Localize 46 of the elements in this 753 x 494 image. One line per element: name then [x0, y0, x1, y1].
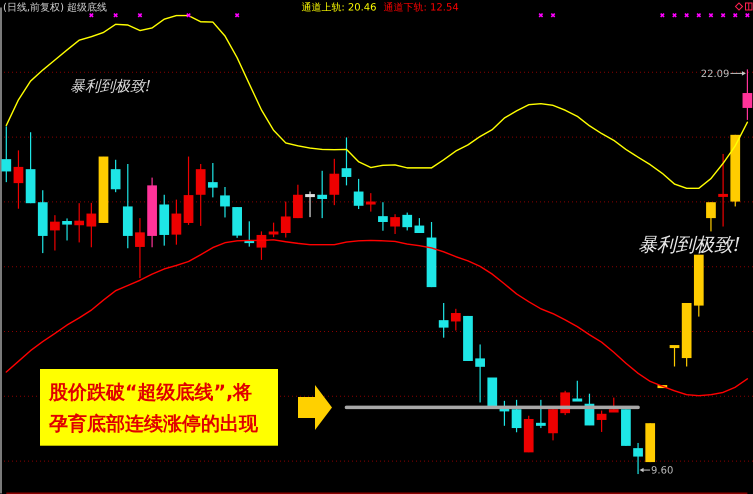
candlestick [670, 345, 680, 368]
candlestick [718, 153, 728, 228]
annotation: 股价跌破“超级底线”,将孕育底部连续涨停的出现 [48, 382, 259, 435]
candlestick [342, 136, 352, 186]
candlestick [706, 202, 716, 232]
candlestick [572, 380, 582, 402]
chart-title: (日线,前复权) 超级底线 [3, 2, 108, 14]
candlestick [438, 302, 449, 338]
annotation: 22.09 [700, 68, 730, 80]
candlestick [329, 158, 340, 206]
annotation: 暴利到极致! [638, 234, 741, 256]
candlestick [536, 399, 546, 429]
candlestick [512, 399, 522, 433]
candlestick [62, 218, 72, 242]
candlestick [256, 230, 266, 260]
candlestick [172, 199, 182, 246]
candlestick [268, 222, 278, 238]
candlestick [110, 159, 120, 193]
annotation: 暴利到极致! [70, 77, 152, 95]
candlestick [135, 218, 145, 279]
annotation: 9.60 [651, 466, 674, 477]
candlestick [86, 202, 96, 248]
candlestick [74, 202, 84, 243]
candlestick [378, 202, 388, 232]
candlestick [354, 178, 364, 210]
candlestick [402, 212, 412, 232]
candlestick [390, 214, 400, 235]
candlestick [50, 214, 60, 252]
candlestick [305, 190, 315, 218]
candlestick [608, 396, 619, 414]
candlestick [450, 308, 461, 332]
candlestick [475, 344, 485, 404]
candlestick [293, 184, 303, 219]
candlestick [548, 407, 558, 441]
candlestick [366, 192, 376, 212]
candlestick [414, 218, 424, 234]
text: 通道上轨: 20.46 [301, 2, 376, 14]
candlestick [596, 410, 606, 433]
candlestick [208, 162, 218, 198]
candlestick [633, 442, 643, 475]
text: 通道下轨: 12.54 [384, 2, 459, 14]
candlestick [742, 68, 752, 121]
candlestick [14, 150, 24, 210]
candlestick [220, 186, 230, 218]
candlestick [317, 170, 328, 219]
candlestick [280, 200, 291, 238]
